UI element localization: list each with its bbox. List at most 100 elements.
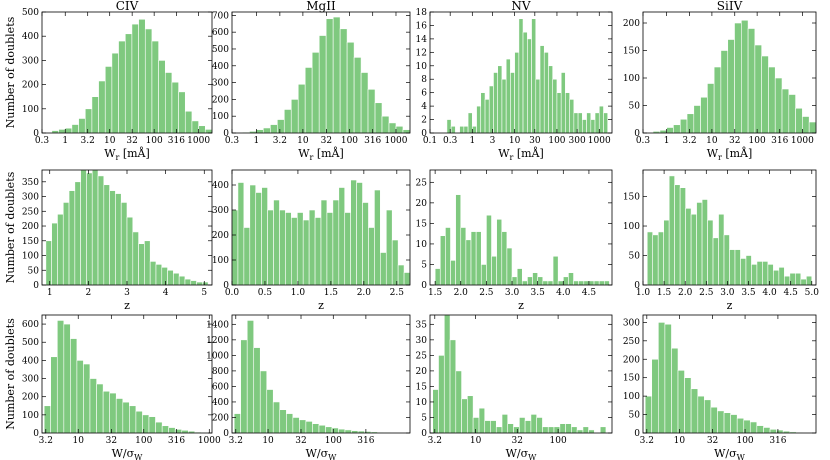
x-tick-label: 1.5 (428, 288, 443, 298)
bars (242, 16, 410, 133)
bar (594, 112, 600, 133)
bars (446, 18, 609, 133)
x-axis-label-part: W (528, 453, 537, 460)
bar (314, 217, 322, 285)
bar (802, 116, 810, 133)
bar (734, 249, 741, 285)
x-tick-label: 3.2 (640, 436, 654, 446)
bar (740, 258, 747, 285)
bar (663, 219, 670, 285)
bar (756, 261, 763, 285)
x-axis-label-part: [mÅ] (513, 146, 543, 160)
bar (131, 23, 139, 133)
y-tick-label: 150 (22, 237, 39, 247)
x-tick-label: 1000 (187, 136, 210, 146)
y-tick-label: 35 (416, 320, 428, 330)
bar (751, 264, 758, 285)
bar (565, 423, 572, 433)
x-tick-label: 32 (126, 136, 137, 146)
y-tick-label: 500 (22, 338, 39, 348)
bar (465, 239, 472, 285)
bar (480, 92, 486, 133)
bar (527, 38, 532, 133)
bar (527, 276, 533, 285)
panel: 1.0 1.5 2.0 2.5 3.0 3.5 4.0 4.5 5.0 0 50 100 150 z (623, 169, 819, 312)
y-tick-label: 0 (634, 281, 640, 291)
bar (450, 260, 456, 285)
x-tick-label: 100 (135, 436, 152, 446)
bar (511, 276, 518, 285)
bar (543, 52, 549, 133)
bar (651, 358, 659, 433)
x-tick-label: 32 (295, 436, 306, 446)
bar (63, 323, 71, 433)
y-tick-label: 16 (416, 21, 428, 31)
bar (272, 401, 281, 433)
x-tick-label: 3.2 (428, 436, 442, 446)
y-tick-label: 0 (634, 129, 640, 139)
bars (434, 194, 610, 285)
x-axis-label: Wr [mÅ] (298, 146, 344, 162)
bar (374, 189, 381, 285)
bar (434, 268, 441, 285)
bar (476, 105, 482, 133)
bar (666, 127, 674, 133)
panel-title: CIV (116, 0, 139, 13)
bar (57, 213, 64, 285)
x-tick-label: 316 (364, 136, 381, 146)
y-tick-label: 0 (33, 281, 39, 291)
bar (91, 96, 99, 133)
y-tick-label: 12 (416, 48, 427, 58)
x-tick-label: 1 (47, 288, 53, 298)
bar (155, 264, 163, 285)
bar (668, 175, 675, 285)
bars (232, 179, 410, 285)
y-tick-label: 400 (212, 181, 229, 191)
bar (283, 109, 292, 133)
bar (318, 35, 327, 133)
x-tick-label: 4.5 (582, 288, 597, 298)
y-tick-label: 100 (212, 112, 229, 122)
x-tick-label: 100 (749, 136, 766, 146)
bar (325, 18, 334, 133)
x-tick-label: 316 (771, 136, 788, 146)
x-tick-label: 5 (201, 288, 207, 298)
bar (459, 125, 465, 133)
bar (677, 370, 685, 433)
bar (83, 363, 91, 433)
bar (126, 216, 134, 285)
bar (467, 112, 473, 133)
x-tick-label: 4.0 (556, 288, 571, 298)
bar (132, 231, 139, 285)
bar (514, 52, 520, 133)
bar (686, 113, 695, 133)
bars (233, 320, 398, 433)
y-axis-label: Number of doublets (4, 16, 17, 128)
bar (312, 423, 320, 433)
bar (91, 170, 99, 285)
bar (304, 67, 313, 133)
bar (745, 255, 752, 285)
bar (403, 272, 410, 285)
panel-title: MgII (306, 0, 336, 13)
bar (658, 322, 666, 433)
y-tick-label: 0 (33, 429, 39, 439)
bar (537, 276, 544, 285)
y-tick-label: 25 (416, 178, 428, 188)
x-tick-label: 1 (62, 136, 68, 146)
bar (171, 81, 179, 133)
x-axis-label: W/σW (306, 447, 338, 460)
bar (71, 124, 79, 133)
x-axis-label: z (518, 299, 524, 312)
bar (155, 421, 163, 433)
bar (513, 426, 520, 433)
bar (111, 52, 119, 133)
plot-frame (642, 314, 817, 434)
bar (730, 414, 738, 433)
x-tick-label: 100 (550, 436, 567, 446)
bar (604, 280, 610, 285)
bar (588, 429, 595, 433)
bar (569, 99, 575, 133)
bar (255, 192, 262, 285)
bar (339, 28, 348, 133)
